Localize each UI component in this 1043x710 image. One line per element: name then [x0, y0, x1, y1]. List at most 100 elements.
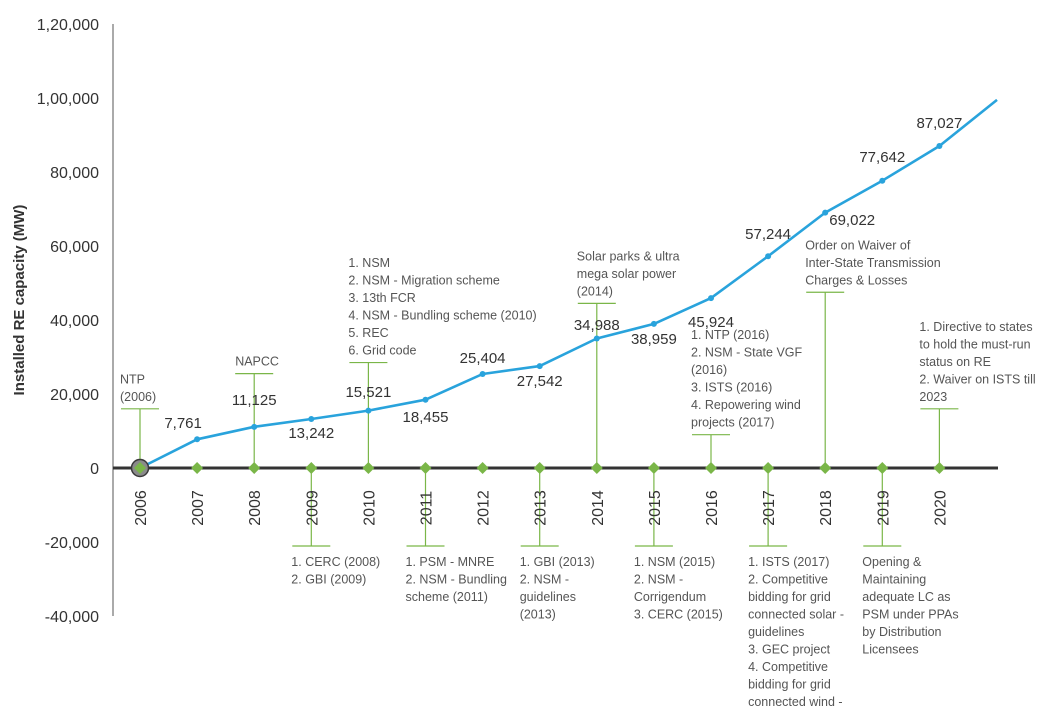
- annotation-text: guidelines: [748, 625, 804, 639]
- data-point: [936, 143, 943, 150]
- annotation-text: 4. NSM - Bundling scheme (2010): [348, 309, 536, 323]
- annotation-text: (2006): [120, 390, 156, 404]
- annotation-text: 3. CERC (2015): [634, 608, 723, 622]
- annotation-text: bidding for grid: [748, 678, 831, 692]
- x-tick-label: 2019: [875, 490, 892, 526]
- year-marker: [248, 462, 261, 474]
- year-marker: [191, 462, 204, 474]
- x-tick-label: 2007: [190, 490, 207, 526]
- x-tick-label: 2017: [761, 490, 778, 526]
- data-point: [822, 209, 829, 216]
- annotation-text: (2014): [577, 284, 613, 298]
- data-label: 11,125: [232, 392, 277, 409]
- y-tick-label: 80,000: [50, 165, 99, 182]
- annotation-text: 2. Waiver on ISTS till: [919, 372, 1035, 386]
- annotation-text: mega solar power: [577, 267, 676, 281]
- axes: [112, 24, 998, 616]
- annotation-text: Charges & Losses: [805, 273, 907, 287]
- y-tick-label: -40,000: [45, 609, 99, 626]
- data-label: 34,988: [574, 317, 620, 334]
- annotation-text: PSM under PPAs: [862, 608, 958, 622]
- annotation-text: status on RE: [919, 355, 991, 369]
- x-tick-label: 2006: [133, 490, 150, 526]
- annotation-text: Corrigendum: [634, 590, 706, 604]
- data-point: [194, 436, 201, 443]
- annotation-text: NAPCC: [235, 355, 279, 369]
- data-point: [308, 416, 315, 423]
- annotation-text: 2. NSM - Bundling: [406, 573, 507, 587]
- data-label: 18,455: [403, 409, 449, 426]
- year-marker: [647, 462, 660, 474]
- year-marker: [362, 462, 375, 474]
- data-point: [422, 396, 429, 403]
- data-label: 25,404: [460, 350, 506, 367]
- annotation-text: 1. Directive to states: [919, 320, 1032, 334]
- series-line-group: [139, 98, 998, 470]
- x-tick-label: 2010: [361, 490, 378, 526]
- year-marker: [419, 462, 432, 474]
- x-tick-label: 2013: [533, 490, 550, 526]
- year-marker: [590, 462, 603, 474]
- annotation-text: 3. 13th FCR: [348, 291, 415, 305]
- annotation-text: 1. NSM (2015): [634, 555, 715, 569]
- x-tick-label: 2020: [932, 490, 949, 526]
- data-point: [879, 177, 886, 184]
- y-tick-label: 1,20,000: [37, 17, 99, 34]
- annotation-text: 1. NSM: [348, 256, 390, 270]
- data-point: [765, 253, 772, 260]
- data-point: [536, 363, 543, 370]
- annotation-text: connected solar -: [748, 608, 844, 622]
- annotation-text: 2. NSM - Migration scheme: [348, 274, 499, 288]
- year-marker: [134, 462, 146, 474]
- y-tick-label: 40,000: [50, 313, 99, 330]
- data-label: 7,761: [164, 415, 202, 432]
- year-marker: [305, 462, 318, 474]
- annotation-text: by Distribution: [862, 625, 941, 639]
- x-tick-label: 2014: [590, 490, 607, 526]
- data-label: 69,022: [829, 212, 875, 229]
- annotation-text: connected wind -: [748, 695, 843, 709]
- annotation-text: projects (2017): [691, 416, 774, 430]
- year-marker: [933, 462, 946, 474]
- data-point: [365, 407, 372, 414]
- data-label: 77,642: [859, 149, 905, 166]
- y-tick-label: 60,000: [50, 239, 99, 256]
- x-tick-label: 2015: [647, 490, 664, 526]
- annotation-text: 4. Competitive: [748, 660, 828, 674]
- annotation-text: Maintaining: [862, 573, 926, 587]
- annotation-text: 2. GBI (2009): [291, 573, 366, 587]
- annotation-text: 6. Grid code: [348, 344, 416, 358]
- y-tick-label: 20,000: [50, 387, 99, 404]
- annotation-text: 2. NSM -: [520, 573, 569, 587]
- annotation-text: 3. ISTS (2016): [691, 381, 772, 395]
- data-point: [251, 423, 258, 430]
- data-point: [708, 295, 714, 302]
- data-label: 13,242: [288, 425, 334, 442]
- annotation-text: to hold the must-run: [919, 337, 1030, 351]
- annotation-text: 4. Repowering wind: [691, 398, 801, 412]
- annotation-text: Inter-State Transmission: [805, 256, 941, 270]
- data-label: 45,924: [688, 314, 734, 331]
- annotation-text: Licensees: [862, 643, 918, 657]
- annotation-text: 2023: [919, 390, 947, 404]
- annotation-text: (2016): [691, 363, 727, 377]
- x-tick-label: 2011: [419, 491, 436, 526]
- x-tick-label: 2009: [304, 490, 321, 526]
- annotation-text: 1. CERC (2008): [291, 555, 380, 569]
- x-tick-label: 2018: [818, 490, 835, 526]
- annotation-text: 1. PSM - MNRE: [406, 555, 495, 569]
- x-tick-label: 2008: [247, 490, 264, 526]
- policy-annotations: NTP (2006) NAPCC 1. NSM 2. NSM - Migration s…: [120, 238, 1036, 709]
- annotation-text: 1. GBI (2013): [520, 555, 595, 569]
- series-line: [139, 98, 998, 470]
- y-tick-label: 0: [90, 461, 99, 478]
- data-point: [593, 335, 600, 342]
- x-tick-label: 2012: [476, 490, 493, 526]
- annotation-text: scheme (2011): [406, 590, 488, 604]
- data-label: 38,959: [631, 331, 677, 348]
- y-tick-label: 1,00,000: [37, 91, 99, 108]
- annotation-text: guidelines: [520, 590, 576, 604]
- data-point: [650, 320, 657, 327]
